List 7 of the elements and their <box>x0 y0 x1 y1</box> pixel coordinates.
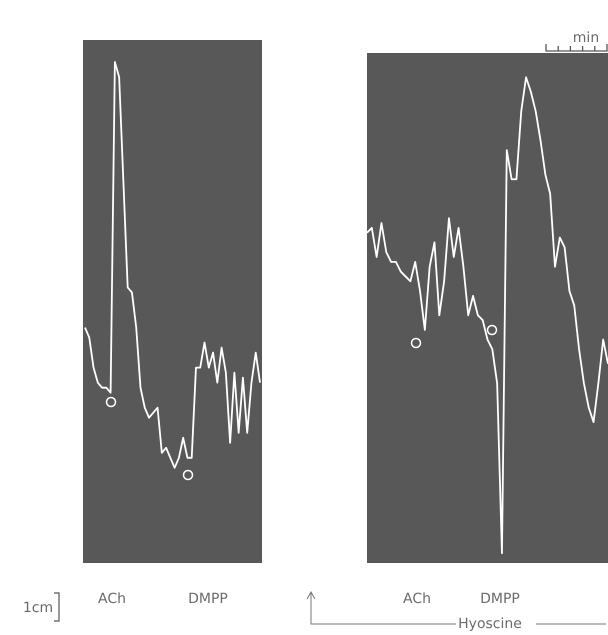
text: DMPP <box>480 591 520 607</box>
text: 1cm <box>22 600 54 616</box>
text: min <box>572 30 600 46</box>
text: DMPP <box>188 591 228 607</box>
text: ACh <box>403 591 431 607</box>
text: Hyoscine <box>458 616 522 632</box>
text: ACh <box>98 591 126 607</box>
